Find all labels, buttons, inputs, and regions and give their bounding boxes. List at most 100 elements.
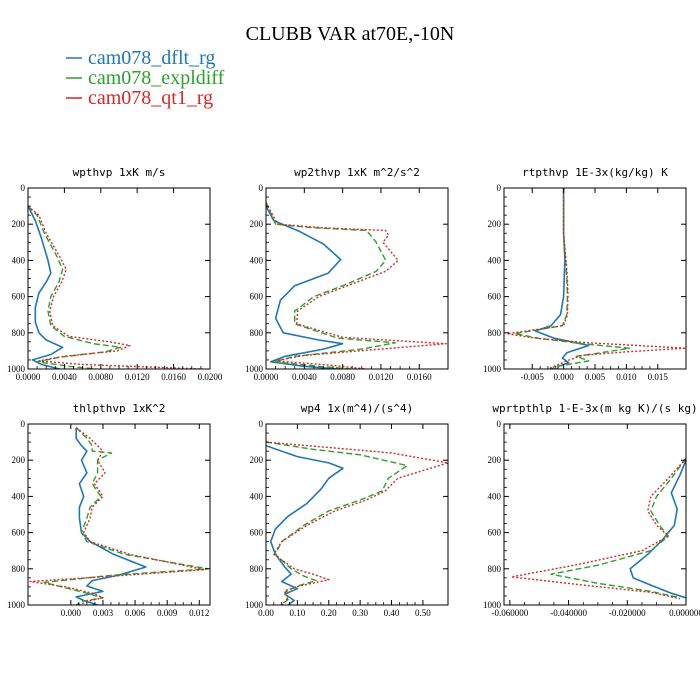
x-tick-label: 0.0120 <box>125 372 150 382</box>
panel-title: wpthvp 1xK m/s <box>73 166 166 179</box>
plot-frame <box>27 423 211 606</box>
y-tick-label: 0 <box>259 419 264 429</box>
y-tick-label: 600 <box>488 292 502 302</box>
y-tick-label: 0 <box>497 183 502 193</box>
y-tick-label: 400 <box>12 491 26 501</box>
y-tick-label: 200 <box>488 219 502 229</box>
y-tick-label: 800 <box>488 564 502 574</box>
y-tick-label: 600 <box>250 292 264 302</box>
series-line-3 <box>266 202 447 369</box>
series-group <box>506 188 686 369</box>
legend-label-qt1: cam078_qt1_rg <box>88 87 213 109</box>
x-tick-label: 0.0040 <box>52 372 77 382</box>
plot-frame <box>27 187 211 370</box>
series-line-1 <box>266 205 344 369</box>
panel-title: wp4 1x(m^4)/(s^4) <box>301 402 414 415</box>
panel-title: wp2thvp 1xK m^2/s^2 <box>294 166 420 179</box>
y-tick-label: 0 <box>21 183 26 193</box>
x-tick-label: 0.003 <box>93 608 114 618</box>
panel-3: rtpthvp 1E-3x(kg/kg) K -0.005 0.000 0.005 0.… <box>483 166 687 382</box>
x-tick-label: -0.005 <box>521 372 545 382</box>
y-tick-label: 800 <box>250 328 264 338</box>
series-line-2 <box>550 457 686 599</box>
y-tick-label: 600 <box>250 528 264 538</box>
x-tick-label: 0.015 <box>648 372 669 382</box>
series-group <box>266 202 447 369</box>
y-tick-label: 0 <box>497 419 502 429</box>
y-tick-label: 0 <box>259 183 264 193</box>
series-line-1 <box>266 444 344 605</box>
panel-title: thlpthvp 1xK^2 <box>73 402 166 415</box>
legend-label-expldiff: cam078_expldiff <box>88 67 225 89</box>
x-tick-label: -0.060000 <box>491 608 528 618</box>
x-tick-label: 0.0200 <box>198 372 223 382</box>
y-tick-label: 800 <box>12 564 26 574</box>
series-line-2 <box>514 188 631 369</box>
series-line-3 <box>506 188 686 369</box>
y-tick-label: 200 <box>488 455 502 465</box>
panels: wpthvp 1xK m/s0.0000 0.0040 0.0080 0.0120 0.… <box>7 166 700 618</box>
x-tick-label: 0.009 <box>157 608 178 618</box>
panel-title: rtpthvp 1E-3x(kg/kg) K <box>522 166 668 179</box>
x-tick-label: 0.010 <box>616 372 637 382</box>
x-tick-label: 0.40 <box>384 608 400 618</box>
legend: cam078_dflt_rg cam078_expldiff cam078_qt… <box>66 47 225 109</box>
y-tick-label: 400 <box>250 491 264 501</box>
x-tick-label: 0.10 <box>290 608 306 618</box>
plot-frame <box>265 423 449 606</box>
y-tick-label: 600 <box>488 528 502 538</box>
x-tick-label: 0.20 <box>321 608 337 618</box>
x-tick-label: 0.0080 <box>88 372 113 382</box>
panel-1: wpthvp 1xK m/s 0.0000 0.0040 0.0080 0.0120 0.… <box>7 166 223 382</box>
panel-2: wp2thvp 1xK m^2/s^2 0.0000 0.0040 0.0080 0.0… <box>245 166 449 382</box>
x-tick-label: 0.0000 <box>16 372 41 382</box>
plot-frame <box>265 187 449 370</box>
y-tick-label: 800 <box>488 328 502 338</box>
x-tick-label: 0.0000 <box>254 372 279 382</box>
x-tick-label: 0.30 <box>352 608 368 618</box>
y-tick-label: 600 <box>12 292 26 302</box>
x-tick-label: 0.00 <box>258 608 274 618</box>
y-tick-label: 1000 <box>483 600 502 610</box>
y-tick-label: 400 <box>488 491 502 501</box>
y-tick-label: 200 <box>250 219 264 229</box>
panel-6: wprtpthlp 1-E-3x(m kg K)/(s kg) -0.060000… <box>483 402 700 618</box>
series-line-3 <box>266 441 448 605</box>
x-tick-label: 0.0160 <box>407 372 432 382</box>
series-group <box>29 427 209 605</box>
y-tick-label: 400 <box>488 255 502 265</box>
series-line-3 <box>29 427 206 605</box>
y-tick-label: 200 <box>250 455 264 465</box>
x-tick-label: 0.0040 <box>292 372 317 382</box>
y-tick-label: 400 <box>12 255 26 265</box>
y-tick-label: 200 <box>12 219 26 229</box>
x-tick-label: 0.005 <box>585 372 606 382</box>
x-tick-label: 0.0120 <box>369 372 394 382</box>
y-tick-label: 200 <box>12 455 26 465</box>
x-tick-label: 0.000 <box>553 372 574 382</box>
panel-5: wp4 1x(m^4)/(s^4) 0.00 0.10 0.20 0.30 0.40 0.5… <box>245 402 449 618</box>
panel-title: wprtpthlp 1-E-3x(m kg K)/(s kg) <box>492 402 697 415</box>
y-tick-label: 1000 <box>245 600 264 610</box>
y-tick-label: 1000 <box>245 364 264 374</box>
x-tick-label: -0.040000 <box>550 608 587 618</box>
y-tick-label: 800 <box>250 564 264 574</box>
x-tick-label: 0.012 <box>189 608 209 618</box>
series-line-1 <box>28 205 64 369</box>
series-line-2 <box>28 205 122 369</box>
plot-frame <box>503 187 687 370</box>
x-tick-label: -0.020000 <box>609 608 646 618</box>
series-group <box>28 205 203 369</box>
x-tick-label: 0.0080 <box>330 372 355 382</box>
series-group <box>510 457 686 600</box>
y-tick-label: 0 <box>21 419 26 429</box>
y-tick-label: 1000 <box>7 600 26 610</box>
panel-4: thlpthvp 1xK^2 0.000 0.003 0.006 0.009 0.012 0… <box>7 402 211 618</box>
y-tick-label: 1000 <box>7 364 26 374</box>
x-tick-label: 0.006 <box>125 608 146 618</box>
series-line-3 <box>510 457 686 600</box>
x-tick-label: 0.000000 <box>669 608 700 618</box>
figure-title: CLUBB VAR at70E,-10N <box>246 23 455 45</box>
legend-label-dflt: cam078_dflt_rg <box>88 47 215 69</box>
